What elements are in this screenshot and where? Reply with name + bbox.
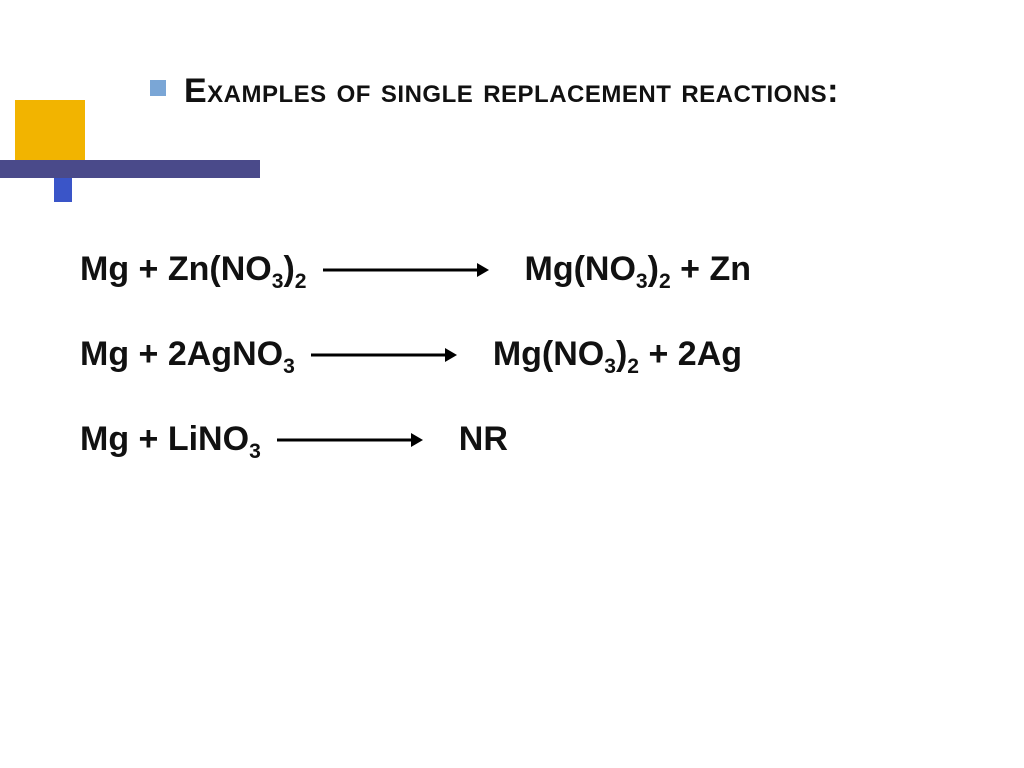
equation-rhs: Mg(NO3)2 + 2Ag xyxy=(493,335,742,374)
equation-lhs: Mg + Zn(NO3)2 xyxy=(80,250,307,289)
reaction-arrow-icon xyxy=(275,430,425,450)
small-blue-square xyxy=(54,178,72,202)
equation-lhs: Mg + LiNO3 xyxy=(80,420,261,459)
equation-rhs: NR xyxy=(459,420,508,459)
equation-row: Mg + LiNO3 NR xyxy=(80,420,964,459)
slide-corner-decoration xyxy=(0,100,120,220)
equation-lhs: Mg + 2AgNO3 xyxy=(80,335,295,374)
slide-title: Examples of single replacement reactions… xyxy=(184,70,839,113)
reaction-arrow-icon xyxy=(309,345,459,365)
equation-row: Mg + 2AgNO3 Mg(NO3)2 + 2Ag xyxy=(80,335,964,374)
title-block: Examples of single replacement reactions… xyxy=(150,70,839,113)
reaction-arrow-icon xyxy=(321,260,491,280)
bullet-square-icon xyxy=(150,80,166,96)
equation-rhs: Mg(NO3)2 + Zn xyxy=(525,250,752,289)
equation-row: Mg + Zn(NO3)2 Mg(NO3)2 + Zn xyxy=(80,250,964,289)
equation-list: Mg + Zn(NO3)2 Mg(NO3)2 + Zn Mg + 2AgNO3 M… xyxy=(80,250,964,505)
purple-bar xyxy=(0,160,260,178)
